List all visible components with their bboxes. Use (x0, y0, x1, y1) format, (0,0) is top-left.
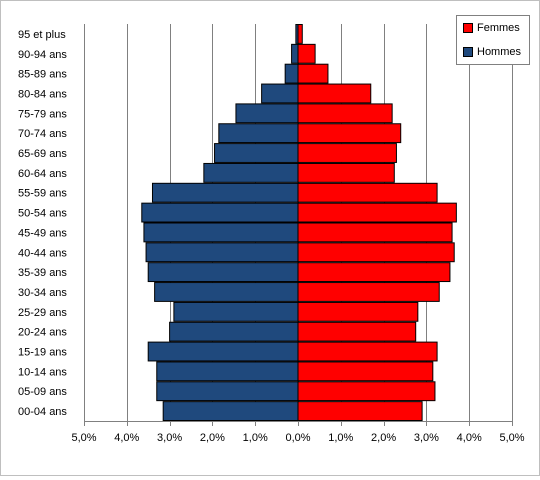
legend-label-femmes: Femmes (477, 22, 520, 34)
y-tick-label-16: 15-19 ans (18, 347, 67, 359)
bar-hommes-18 (156, 381, 299, 402)
y-tick-label-8: 55-59 ans (18, 188, 67, 200)
y-tick-label-4: 75-79 ans (18, 108, 67, 120)
y-tick-label-18: 05-09 ans (18, 386, 67, 398)
y-tick-label-17: 10-14 ans (18, 366, 67, 378)
x-tick-label-1: 4,0% (114, 432, 139, 444)
x-tick-label-9: 4,0% (457, 432, 482, 444)
bar-hommes-11 (145, 242, 299, 263)
bar-hommes-15 (169, 321, 299, 342)
legend-entry-hommes: Hommes (463, 45, 521, 59)
bar-femmes-7 (297, 162, 395, 183)
legend-entry-femmes: Femmes (463, 21, 520, 35)
bar-hommes-10 (143, 222, 299, 243)
x-tick-label-6: 1,0% (328, 432, 353, 444)
y-tick-label-1: 90-94 ans (18, 49, 67, 61)
bar-hommes-8 (151, 182, 299, 203)
y-tick-label-7: 60-64 ans (18, 168, 67, 180)
x-tick-label-0: 5,0% (71, 432, 96, 444)
bar-femmes-1 (297, 43, 316, 64)
bar-femmes-17 (297, 361, 434, 382)
bar-femmes-3 (297, 83, 372, 104)
y-tick-label-5: 70-74 ans (18, 128, 67, 140)
bar-femmes-10 (297, 222, 453, 243)
bar-femmes-9 (297, 202, 457, 223)
bar-femmes-19 (297, 401, 423, 421)
bar-hommes-13 (154, 282, 299, 302)
bar-hommes-1 (291, 43, 299, 64)
bar-femmes-11 (297, 242, 455, 263)
bar-hommes-12 (147, 262, 299, 283)
y-tick-label-2: 85-89 ans (18, 69, 67, 81)
legend-swatch-femmes (463, 23, 473, 33)
bar-femmes-5 (297, 123, 402, 144)
bar-hommes-4 (235, 103, 299, 124)
chart-legend: Femmes Hommes (456, 15, 530, 65)
bar-femmes-16 (297, 341, 438, 362)
legend-label-hommes: Hommes (477, 46, 522, 58)
bar-hommes-9 (141, 202, 299, 223)
x-tick-label-10: 5,0% (499, 432, 524, 444)
bar-femmes-0 (297, 24, 303, 44)
y-tick-label-15: 20-24 ans (18, 327, 67, 339)
y-tick-label-0: 95 et plus (18, 29, 66, 41)
bar-femmes-12 (297, 262, 451, 283)
y-tick-label-14: 25-29 ans (18, 307, 67, 319)
y-tick-label-13: 30-34 ans (18, 287, 67, 299)
y-tick-label-10: 45-49 ans (18, 227, 67, 239)
bar-hommes-7 (203, 162, 299, 183)
y-tick-label-19: 00-04 ans (18, 406, 67, 418)
y-tick-label-9: 50-54 ans (18, 208, 67, 220)
x-tick-label-4: 1,0% (243, 432, 268, 444)
bar-femmes-4 (297, 103, 393, 124)
x-tick-label-7: 2,0% (371, 432, 396, 444)
bar-hommes-2 (284, 63, 299, 84)
y-tick-label-6: 65-69 ans (18, 148, 67, 160)
bar-femmes-6 (297, 143, 397, 163)
bar-femmes-13 (297, 282, 440, 302)
bar-femmes-15 (297, 321, 417, 342)
bar-hommes-3 (261, 83, 299, 104)
y-tick-label-12: 35-39 ans (18, 267, 67, 279)
x-tick-label-3: 2,0% (200, 432, 225, 444)
bar-hommes-16 (147, 341, 299, 362)
bar-hommes-6 (214, 143, 299, 163)
bar-femmes-18 (297, 381, 436, 402)
x-tick-label-5: 0,0% (285, 432, 310, 444)
legend-swatch-hommes (463, 47, 473, 57)
bar-hommes-0 (295, 24, 299, 44)
x-tick-label-8: 3,0% (414, 432, 439, 444)
bar-femmes-8 (297, 182, 438, 203)
bar-hommes-5 (218, 123, 299, 144)
y-tick-label-11: 40-44 ans (18, 247, 67, 259)
bar-hommes-19 (162, 401, 299, 421)
bar-femmes-2 (297, 63, 329, 84)
y-tick-label-3: 80-84 ans (18, 88, 67, 100)
bar-femmes-14 (297, 301, 419, 322)
bar-hommes-14 (173, 301, 299, 322)
bar-hommes-17 (156, 361, 299, 382)
x-tick-label-2: 3,0% (157, 432, 182, 444)
